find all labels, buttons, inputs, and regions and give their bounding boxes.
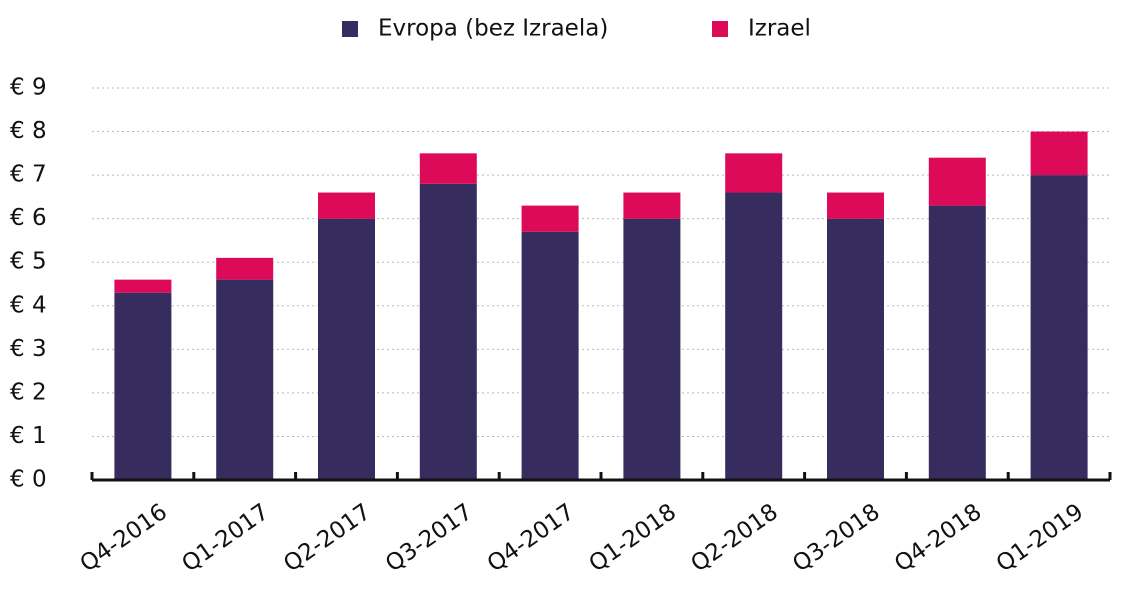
x-tick-label: Q1-2018 [585,499,681,577]
x-tick-label: Q4-2018 [890,499,986,577]
bar-segment [1030,175,1088,480]
bar-segment [928,157,986,206]
y-tick-label: € 7 [10,162,47,188]
y-tick-label: € 6 [10,205,47,231]
bar-segment [216,279,274,480]
bar-segment [521,205,579,232]
x-tick-label: Q1-2019 [992,499,1088,577]
x-tick-label: Q4-2017 [483,499,579,577]
bar-segment [419,153,477,184]
bar-segment [827,218,884,480]
y-tick-label: € 5 [10,249,47,275]
y-tick-label: € 0 [10,467,47,493]
bar-segment [318,192,375,219]
bar-segment [928,205,986,480]
x-tick-label: Q2-2017 [279,499,375,577]
x-tick-label: Q3-2018 [788,499,884,577]
bar-segment [1030,131,1088,176]
legend-label: Evropa (bez Izraela) [378,16,608,42]
x-tick-label: Q3-2017 [381,499,477,577]
y-tick-label: € 2 [10,379,47,405]
legend-swatch [342,21,358,37]
x-tick-label: Q4-2016 [76,499,172,577]
bar-segment [725,192,783,481]
bar-segment [114,279,172,293]
bar-segment [114,292,172,480]
y-tick-label: € 9 [10,75,47,101]
bar-segment [827,192,884,219]
y-tick-label: € 3 [10,336,47,362]
bar-segment [521,231,579,480]
legend-swatch [712,21,728,37]
bar-segment [419,183,477,481]
x-tick-label: Q2-2018 [686,499,782,577]
y-tick-label: € 8 [10,118,47,144]
bar-segment [623,192,681,219]
y-tick-label: € 4 [10,292,47,318]
y-tick-label: € 1 [10,423,47,449]
bar-segment [725,153,783,193]
x-tick-label: Q1-2017 [177,499,273,577]
bar-segment [216,257,274,280]
bar-segment [318,218,375,480]
legend-label: Izrael [748,16,811,42]
bar-segment [623,218,681,480]
